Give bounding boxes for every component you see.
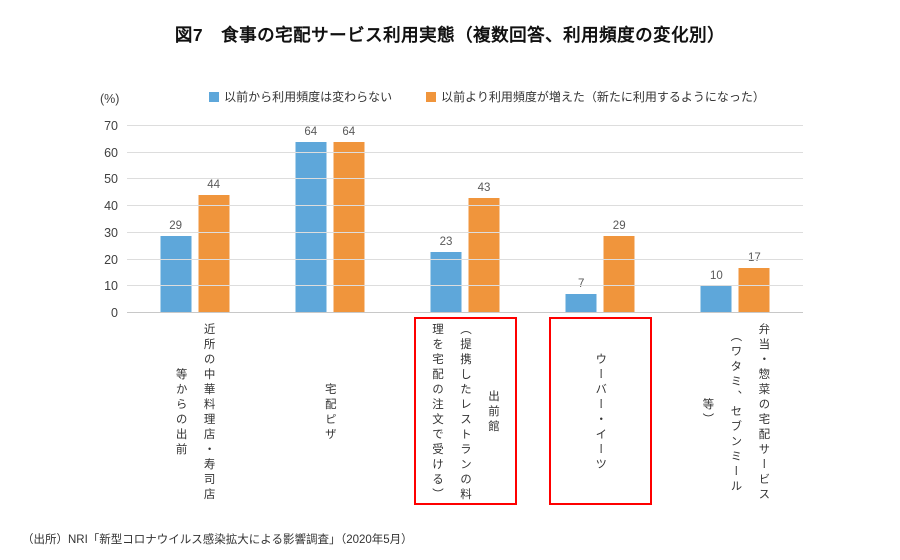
bar-column: 17 [738, 252, 770, 313]
bar-pair: 29 44 [160, 179, 230, 313]
legend-label: 以前から利用頻度は変わらない [224, 90, 393, 104]
bar-group: 64 64 [262, 126, 397, 313]
category-label: 弁当・惣菜の宅配サービス （ワタミ、セブンミール 等） [701, 322, 770, 503]
category-label: 宅配ピザ [323, 382, 336, 443]
bar-group: 7 29 [533, 126, 668, 313]
bar-group: 10 17 [668, 126, 803, 313]
y-tick-label: 20 [104, 252, 118, 267]
legend-item: 以前より利用頻度が増えた（新たに利用するようになった） [426, 88, 765, 105]
category-cell: 宅配ピザ [262, 317, 397, 509]
bar-value-label: 10 [710, 270, 723, 283]
chart-title: 図7 食事の宅配サービス利用実態（複数回答、利用頻度の変化別） [174, 25, 726, 45]
gridline [127, 285, 803, 287]
category-cell: 弁当・惣菜の宅配サービス （ワタミ、セブンミール 等） [668, 317, 803, 509]
bar [198, 195, 230, 313]
y-tick-label: 40 [104, 199, 118, 214]
category-label-box: 弁当・惣菜の宅配サービス （ワタミ、セブンミール 等） [693, 317, 777, 505]
highlight-box: ウーバー・イーツ [548, 317, 652, 505]
bar-column: 23 [430, 235, 462, 313]
bar-value-label: 44 [207, 179, 220, 192]
bar-pair: 64 64 [295, 126, 365, 313]
bar [565, 294, 597, 313]
gridline [127, 258, 803, 260]
y-tick-label: 60 [104, 145, 118, 160]
source-note: （出所）NRI「新型コロナウイルス感染拡大による影響調査」（2020年5月） [22, 534, 413, 546]
category-axis: 近所の中華料理店・寿司店 等からの出前 宅配ピザ 出前館 （提携したレストランの料 … [127, 317, 803, 509]
bar [700, 286, 732, 313]
gridline [127, 125, 803, 126]
y-axis-unit-label: (%) [100, 92, 120, 106]
bar-value-label: 7 [578, 278, 584, 291]
category-label: 近所の中華料理店・寿司店 等からの出前 [174, 322, 215, 503]
gridline [127, 231, 803, 233]
category-label: 出前館 （提携したレストランの料 理を宅配の注文で受ける） [431, 322, 499, 503]
bar-column: 29 [160, 219, 192, 313]
category-label: ウーバー・イーツ [594, 352, 607, 473]
category-cell: 出前館 （提携したレストランの料 理を宅配の注文で受ける） [397, 317, 532, 509]
bar-column: 43 [468, 182, 500, 313]
bar-pair: 23 43 [430, 182, 500, 313]
bar-value-label: 29 [169, 219, 182, 232]
gridline [127, 178, 803, 180]
bar [603, 235, 635, 313]
bar [468, 198, 500, 313]
category-cell: 近所の中華料理店・寿司店 等からの出前 [127, 317, 262, 509]
bar-column: 10 [700, 270, 732, 313]
bar-value-label: 64 [342, 126, 356, 139]
gridline [127, 205, 803, 207]
bar-value-label: 17 [748, 252, 761, 265]
bar [333, 142, 365, 313]
legend-label: 以前より利用頻度が増えた（新たに利用するようになった） [441, 90, 765, 104]
y-tick-label: 70 [104, 119, 118, 133]
bar-column: 64 [295, 126, 327, 313]
category-cell: ウーバー・イーツ [533, 317, 668, 509]
x-axis-line [127, 312, 803, 313]
bar-pair: 10 17 [700, 252, 770, 313]
bar-groups: 29 44 64 64 23 43 7 29 10 17 [127, 126, 803, 313]
bar-column: 29 [603, 219, 635, 313]
y-tick-label: 30 [104, 225, 118, 240]
bar-column: 44 [198, 179, 230, 313]
y-tick-label: 0 [111, 306, 118, 320]
bar-value-label: 43 [477, 182, 491, 195]
bar [738, 267, 770, 313]
bar-value-label: 64 [304, 126, 318, 139]
bar-pair: 7 29 [565, 219, 635, 313]
gridline [127, 151, 803, 153]
bar [430, 251, 462, 313]
category-label-box: 宅配ピザ [316, 317, 344, 505]
bar-value-label: 23 [439, 235, 453, 248]
y-tick-label: 50 [104, 172, 118, 187]
legend-item: 以前から利用頻度は変わらない [209, 88, 392, 105]
plot-area: 29 44 64 64 23 43 7 29 10 17 [127, 125, 803, 313]
legend-swatch-icon [426, 91, 437, 102]
bar-group: 29 44 [127, 126, 262, 313]
legend-swatch-icon [209, 91, 220, 102]
y-axis: 0 10 20 30 40 50 60 70 [82, 119, 118, 320]
bar [160, 235, 192, 313]
legend: 以前から利用頻度は変わらない 以前より利用頻度が増えた（新たに利用するようになった… [127, 88, 847, 105]
highlight-box: 出前館 （提携したレストランの料 理を宅配の注文で受ける） [413, 317, 517, 505]
y-tick-label: 10 [104, 279, 118, 294]
category-label-box: 近所の中華料理店・寿司店 等からの出前 [167, 317, 223, 505]
bar-value-label: 29 [612, 219, 626, 232]
bar-column: 64 [333, 126, 365, 313]
bar [295, 142, 327, 313]
bar-group: 23 43 [397, 126, 532, 313]
bar-column: 7 [565, 278, 597, 313]
